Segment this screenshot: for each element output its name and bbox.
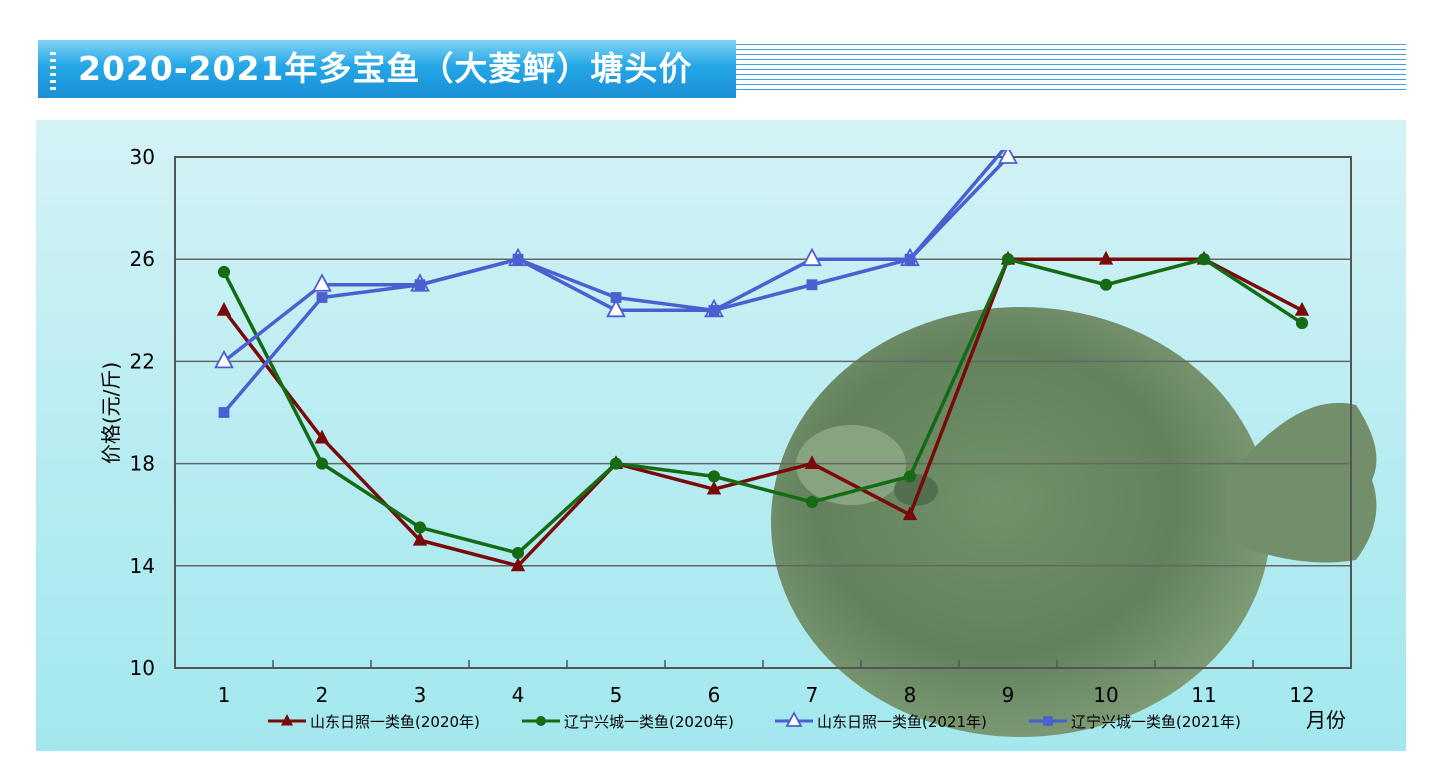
series-line <box>222 257 1303 568</box>
data-point <box>707 470 721 483</box>
data-point <box>609 457 623 470</box>
x-tick-label: 11 <box>1191 683 1216 707</box>
data-point <box>217 265 231 279</box>
data-point <box>1294 301 1310 316</box>
data-point <box>413 521 427 534</box>
data-point <box>1295 317 1309 330</box>
legend: 山东日照一类鱼(2020年) 辽宁兴城一类鱼(2020年) 山东日照一类鱼(2021… <box>268 711 1241 731</box>
y-tick-label: 10 <box>130 656 155 680</box>
data-point <box>998 150 1018 164</box>
series-line <box>222 257 1303 555</box>
y-tick-label: 22 <box>130 349 155 373</box>
data-point <box>802 247 822 267</box>
series-4 <box>218 139 1014 418</box>
data-point <box>1099 278 1113 291</box>
data-point <box>314 429 330 444</box>
data-point <box>706 480 722 495</box>
y-tick-label: 18 <box>130 452 155 476</box>
data-point <box>804 455 820 469</box>
y-tick-label: 26 <box>130 247 155 271</box>
data-point <box>414 279 426 291</box>
data-point <box>281 714 293 726</box>
x-tick-label: 12 <box>1289 683 1314 707</box>
x-tick-label: 2 <box>316 683 329 707</box>
turbot-fish-image <box>771 307 1377 737</box>
data-point <box>315 457 329 470</box>
data-point <box>606 298 626 318</box>
stripes-decoration <box>736 44 1406 94</box>
data-point <box>805 495 819 508</box>
x-tick-label: 4 <box>512 683 525 707</box>
x-tick-labels: 1 2 3 4 5 6 7 8 9 10 11 12 <box>218 683 1315 707</box>
data-point <box>316 292 328 303</box>
x-tick-label: 7 <box>806 683 819 707</box>
x-tick-label: 10 <box>1093 683 1118 707</box>
data-point <box>536 716 546 726</box>
data-point <box>511 546 525 560</box>
data-point <box>1098 250 1114 265</box>
data-point <box>610 292 622 303</box>
x-tick-marks <box>174 660 1352 668</box>
x-tick-label: 6 <box>708 683 721 707</box>
y-tick-labels: 10 14 18 22 26 30 <box>130 145 155 680</box>
legend-item: 山东日照一类鱼(2021年) <box>775 711 987 731</box>
data-point <box>1001 253 1015 266</box>
legend-label: 山东日照一类鱼(2020年) <box>310 713 480 731</box>
series-lines <box>214 139 1310 572</box>
x-axis-label: 月份 <box>1306 708 1346 732</box>
data-point <box>312 273 332 292</box>
data-point <box>1043 716 1053 726</box>
data-point <box>1003 139 1014 150</box>
legend-item: 山东日照一类鱼(2020年) <box>268 713 480 731</box>
data-point <box>785 711 803 727</box>
data-point <box>412 531 428 546</box>
data-point <box>214 349 234 369</box>
title-banner <box>38 40 736 98</box>
data-point <box>806 279 818 291</box>
series-2 <box>217 253 1309 560</box>
x-tick-label: 3 <box>414 683 427 707</box>
x-tick-label: 1 <box>218 683 231 707</box>
page-title: 2020-2021年多宝鱼（大菱鲆）塘头价 <box>78 49 693 88</box>
data-point <box>904 253 916 265</box>
data-point <box>903 470 917 483</box>
data-point <box>708 304 720 316</box>
y-axis-label: 价格(元/斤) <box>99 362 123 464</box>
y-tick-label: 30 <box>130 145 155 169</box>
legend-label: 辽宁兴城一类鱼(2021年) <box>1071 713 1241 731</box>
legend-label: 山东日照一类鱼(2021年) <box>817 713 987 731</box>
legend-item: 辽宁兴城一类鱼(2021年) <box>1029 713 1241 731</box>
data-point <box>216 301 232 316</box>
y-tick-label: 14 <box>130 554 155 578</box>
data-point <box>902 506 918 521</box>
data-point <box>510 557 526 572</box>
legend-label: 辽宁兴城一类鱼(2020年) <box>564 713 734 731</box>
data-point <box>512 253 524 265</box>
x-tick-label: 9 <box>1002 683 1015 707</box>
x-tick-label: 5 <box>610 683 623 707</box>
legend-item: 辽宁兴城一类鱼(2020年) <box>522 713 734 731</box>
data-point <box>1197 253 1211 266</box>
data-point <box>218 407 230 418</box>
title-dots-decoration <box>50 52 56 90</box>
series-3 <box>214 150 1018 369</box>
x-tick-label: 8 <box>904 683 917 707</box>
